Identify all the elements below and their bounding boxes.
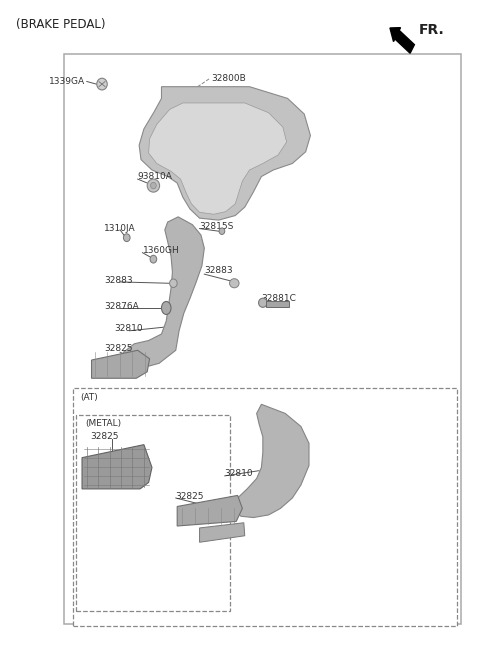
Polygon shape bbox=[149, 103, 287, 214]
Text: 32825: 32825 bbox=[90, 432, 119, 441]
Ellipse shape bbox=[229, 278, 239, 288]
Text: 32881C: 32881C bbox=[262, 293, 296, 303]
Polygon shape bbox=[200, 523, 245, 542]
Bar bbox=[72, 388, 457, 626]
Ellipse shape bbox=[150, 255, 157, 263]
Text: 1310JA: 1310JA bbox=[104, 224, 136, 233]
Bar bbox=[76, 415, 230, 610]
Text: 32825: 32825 bbox=[176, 492, 204, 501]
Bar bbox=[64, 54, 461, 624]
Bar bbox=[266, 301, 289, 307]
Text: (METAL): (METAL) bbox=[85, 419, 121, 428]
Text: 1360GH: 1360GH bbox=[143, 246, 179, 255]
Circle shape bbox=[161, 301, 171, 314]
Text: 32815S: 32815S bbox=[200, 222, 234, 231]
Ellipse shape bbox=[147, 179, 159, 192]
Text: 32800B: 32800B bbox=[212, 75, 246, 83]
Text: 32883: 32883 bbox=[204, 267, 233, 275]
Ellipse shape bbox=[259, 298, 267, 307]
Polygon shape bbox=[139, 86, 311, 220]
Text: FR.: FR. bbox=[419, 23, 444, 37]
Text: 1339GA: 1339GA bbox=[49, 77, 85, 86]
Ellipse shape bbox=[97, 78, 107, 90]
Text: 32883: 32883 bbox=[104, 276, 133, 285]
Ellipse shape bbox=[169, 279, 177, 288]
Text: (BRAKE PEDAL): (BRAKE PEDAL) bbox=[16, 18, 106, 31]
Polygon shape bbox=[82, 445, 152, 489]
Ellipse shape bbox=[123, 234, 130, 242]
Polygon shape bbox=[177, 495, 242, 526]
Text: 32810: 32810 bbox=[225, 470, 253, 478]
Text: 32825: 32825 bbox=[104, 344, 133, 353]
Text: 32876A: 32876A bbox=[104, 302, 139, 311]
Polygon shape bbox=[235, 404, 309, 517]
Text: (AT): (AT) bbox=[81, 393, 98, 402]
Polygon shape bbox=[121, 217, 204, 370]
Text: 32810: 32810 bbox=[114, 324, 143, 333]
Text: 93810A: 93810A bbox=[138, 172, 173, 181]
Polygon shape bbox=[92, 350, 150, 379]
Ellipse shape bbox=[151, 182, 156, 189]
FancyArrow shape bbox=[390, 28, 414, 53]
Ellipse shape bbox=[219, 228, 225, 234]
